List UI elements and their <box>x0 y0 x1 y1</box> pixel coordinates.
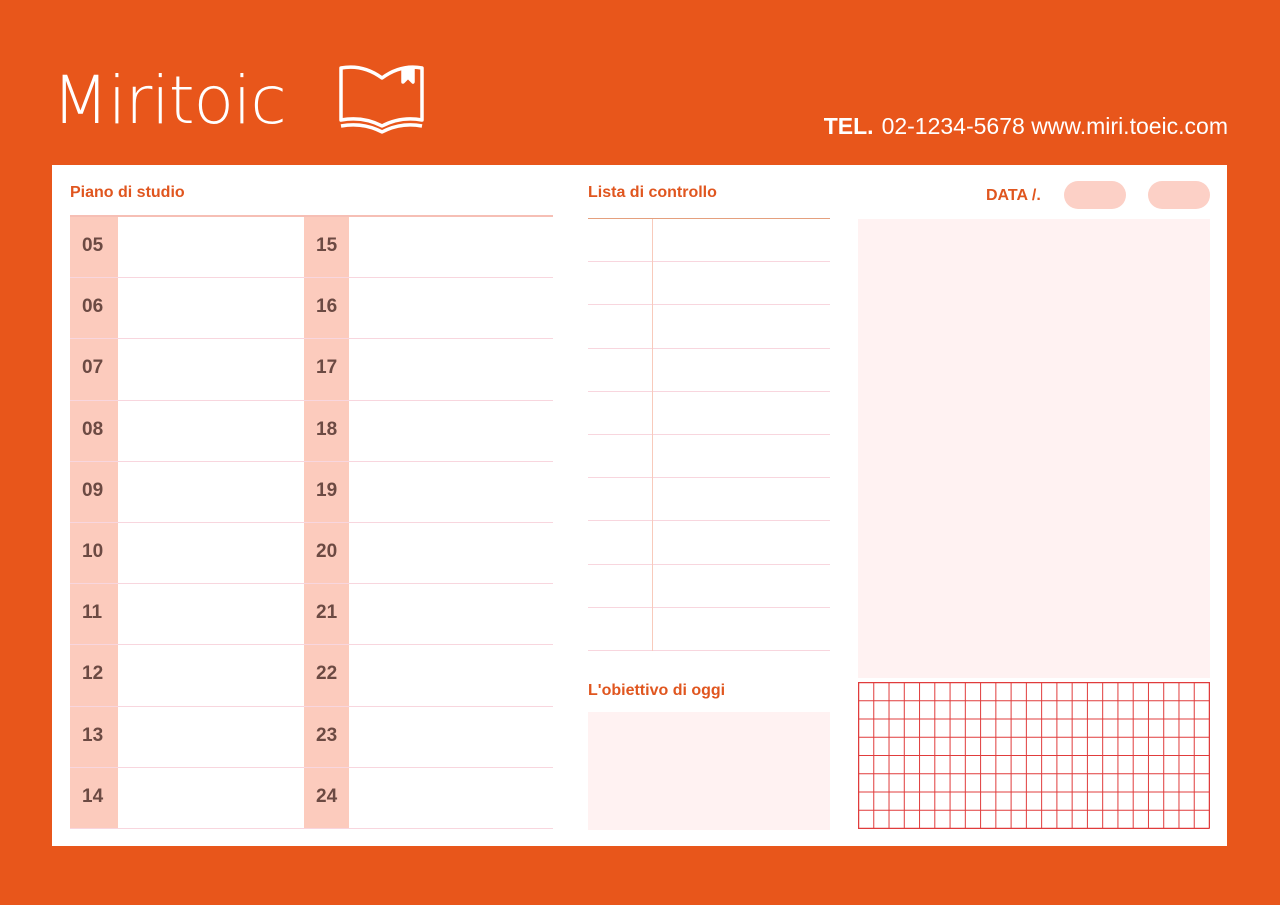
hour-label: 21 <box>304 584 349 645</box>
hour-label: 24 <box>304 767 349 828</box>
hour-label: 14 <box>70 767 118 828</box>
hour-row[interactable]: 22 <box>304 645 553 707</box>
hour-label: 12 <box>70 645 118 706</box>
goal-title: L'obiettivo di oggi <box>588 682 726 699</box>
date-label: DATA /. <box>986 187 1041 204</box>
hour-label: 18 <box>304 400 349 461</box>
hours-column-right: 15 16 17 18 19 20 21 22 23 24 <box>304 217 553 829</box>
hour-row[interactable]: 07 <box>70 339 304 401</box>
study-plan-title: Piano di studio <box>70 184 185 201</box>
checklist-row[interactable] <box>588 478 830 522</box>
planner-sheet: Piano di studio 05 06 07 08 09 10 11 12 13 14 15 1… <box>52 165 1227 846</box>
hour-row[interactable]: 24 <box>304 767 553 829</box>
hour-row[interactable]: 21 <box>304 584 553 646</box>
hour-row[interactable]: 08 <box>70 400 304 462</box>
hour-label: 10 <box>70 522 118 584</box>
checklist-row[interactable] <box>588 607 830 652</box>
hour-label: 23 <box>304 706 349 767</box>
hour-label: 16 <box>304 278 349 339</box>
checklist-row[interactable] <box>588 391 830 436</box>
hour-row[interactable]: 17 <box>304 339 553 401</box>
hour-row[interactable]: 13 <box>70 706 304 768</box>
tel-number: 02-1234-5678 <box>881 113 1025 139</box>
date-field-day[interactable] <box>1148 181 1210 209</box>
hour-label: 19 <box>304 461 349 522</box>
brand-title: Miritoic <box>52 62 287 139</box>
grid-paper <box>858 682 1210 829</box>
open-book-icon <box>339 65 424 134</box>
hour-label: 11 <box>70 584 118 645</box>
hour-row[interactable]: 16 <box>304 278 553 340</box>
hour-label: 13 <box>70 706 118 767</box>
checklist-row[interactable] <box>588 262 830 306</box>
hour-label: 08 <box>70 400 118 461</box>
hour-row[interactable]: 10 <box>70 522 304 585</box>
checklist-title: Lista di controllo <box>588 184 717 201</box>
checklist-row[interactable] <box>588 219 830 263</box>
hour-label: 06 <box>70 278 118 339</box>
checklist-row[interactable] <box>588 564 830 608</box>
tel-label: TEL. <box>823 113 874 139</box>
hour-row[interactable]: 19 <box>304 461 553 523</box>
checklist-row[interactable] <box>588 521 830 565</box>
hour-label: 09 <box>70 461 118 522</box>
hours-column-left: 05 06 07 08 09 10 11 12 13 14 <box>70 217 304 829</box>
hour-label: 20 <box>304 522 349 584</box>
hour-label: 17 <box>304 339 349 400</box>
hour-row[interactable]: 09 <box>70 461 304 523</box>
checklist-row[interactable] <box>588 305 830 349</box>
hour-row[interactable]: 14 <box>70 767 304 829</box>
hour-row[interactable]: 20 <box>304 522 553 585</box>
goal-box[interactable] <box>588 712 830 830</box>
checklist-row[interactable] <box>588 434 830 479</box>
contact-info: TEL. 02-1234-5678 www.miri.toeic.com <box>824 113 1228 140</box>
hour-label: 15 <box>304 217 349 278</box>
website: www.miri.toeic.com <box>1031 113 1228 139</box>
hour-row[interactable]: 23 <box>304 706 553 768</box>
checklist-row[interactable] <box>588 348 830 392</box>
memo-area[interactable] <box>858 219 1210 678</box>
hour-row[interactable]: 11 <box>70 584 304 646</box>
checklist-table <box>588 218 830 652</box>
hour-row[interactable]: 15 <box>304 217 553 279</box>
hour-row[interactable]: 06 <box>70 278 304 340</box>
hour-row[interactable]: 18 <box>304 400 553 462</box>
hour-label: 07 <box>70 339 118 400</box>
study-plan-table: 05 06 07 08 09 10 11 12 13 14 15 16 17 18 19 20 21 22 23 2… <box>70 215 553 829</box>
hour-label: 05 <box>70 217 118 278</box>
date-field-month[interactable] <box>1064 181 1126 209</box>
hour-label: 22 <box>304 645 349 706</box>
hour-row[interactable]: 12 <box>70 645 304 707</box>
hour-row[interactable]: 05 <box>70 217 304 279</box>
